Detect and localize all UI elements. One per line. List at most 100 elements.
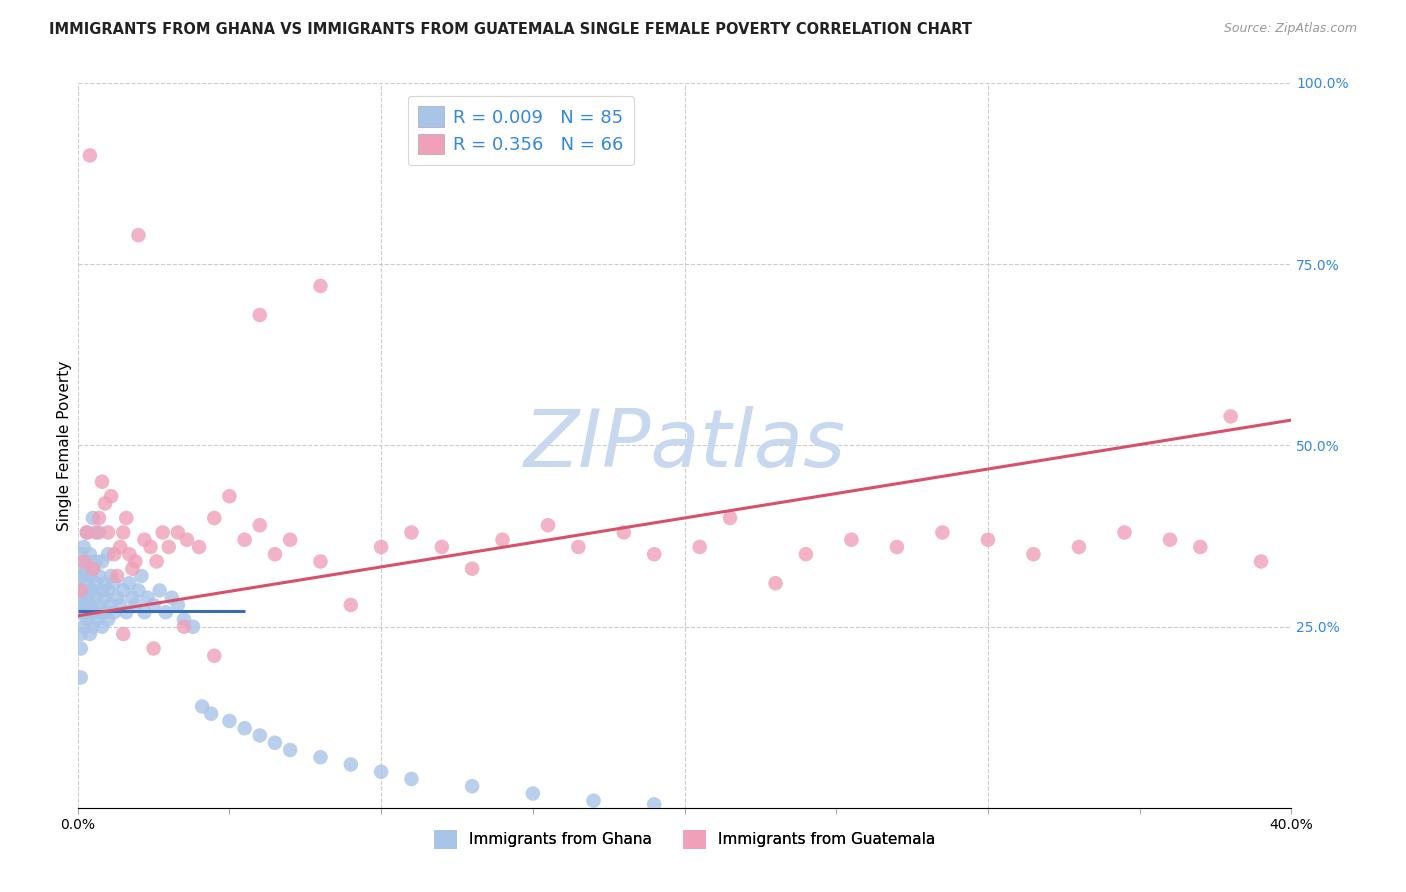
Point: [233, 533, 256, 547]
Point: [91, 475, 114, 489]
Point: [82, 562, 104, 576]
Point: [97, 525, 120, 540]
Point: [131, 569, 153, 583]
Point: [94, 605, 117, 619]
Point: [87, 511, 110, 525]
Point: [76, 525, 98, 540]
Point: [73, 540, 96, 554]
Point: [718, 511, 741, 525]
Point: [537, 518, 560, 533]
Point: [1189, 540, 1212, 554]
Point: [149, 583, 172, 598]
Point: [461, 562, 484, 576]
Point: [249, 518, 271, 533]
Point: [118, 576, 141, 591]
Point: [1219, 409, 1241, 424]
Point: [112, 627, 135, 641]
Point: [886, 540, 908, 554]
Point: [264, 547, 287, 561]
Point: [1250, 554, 1272, 568]
Point: [765, 576, 787, 591]
Point: [309, 750, 332, 764]
Point: [115, 605, 138, 619]
Point: [157, 540, 180, 554]
Point: [79, 148, 101, 162]
Point: [613, 525, 636, 540]
Point: [202, 648, 225, 663]
Point: [73, 598, 96, 612]
Point: [202, 511, 225, 525]
Point: [73, 605, 96, 619]
Point: [142, 598, 165, 612]
Point: [522, 787, 544, 801]
Point: [1067, 540, 1090, 554]
Point: [173, 620, 195, 634]
Point: [370, 540, 392, 554]
Point: [82, 620, 104, 634]
Point: [461, 779, 484, 793]
Point: [73, 583, 96, 598]
Point: [127, 583, 149, 598]
Point: [105, 591, 128, 605]
Point: [84, 576, 107, 591]
Point: [103, 605, 125, 619]
Point: [76, 605, 98, 619]
Point: [94, 591, 117, 605]
Point: [1159, 533, 1181, 547]
Point: [69, 605, 91, 619]
Point: [97, 583, 120, 598]
Point: [173, 612, 195, 626]
Point: [84, 525, 107, 540]
Point: [69, 547, 91, 561]
Point: [76, 554, 98, 568]
Point: [218, 489, 240, 503]
Point: [108, 598, 131, 612]
Point: [249, 308, 271, 322]
Point: [264, 736, 287, 750]
Point: [188, 540, 211, 554]
Point: [142, 641, 165, 656]
Legend: Immigrants from Ghana, Immigrants from Guatemala: Immigrants from Ghana, Immigrants from G…: [427, 824, 941, 855]
Point: [370, 764, 392, 779]
Point: [103, 576, 125, 591]
Point: [118, 547, 141, 561]
Point: [155, 605, 177, 619]
Point: [76, 591, 98, 605]
Point: [401, 525, 423, 540]
Point: [309, 279, 332, 293]
Point: [69, 583, 91, 598]
Point: [794, 547, 817, 561]
Point: [191, 699, 214, 714]
Point: [82, 511, 104, 525]
Point: [181, 620, 204, 634]
Point: [112, 583, 135, 598]
Point: [87, 605, 110, 619]
Point: [100, 489, 122, 503]
Point: [91, 620, 114, 634]
Point: [127, 228, 149, 243]
Point: [491, 533, 513, 547]
Point: [218, 714, 240, 728]
Point: [233, 721, 256, 735]
Point: [166, 598, 188, 612]
Point: [121, 591, 143, 605]
Point: [69, 671, 91, 685]
Point: [278, 743, 301, 757]
Point: [124, 554, 146, 568]
Point: [82, 605, 104, 619]
Point: [97, 547, 120, 561]
Point: [100, 569, 122, 583]
Point: [82, 583, 104, 598]
Point: [87, 569, 110, 583]
Point: [160, 591, 183, 605]
Y-axis label: Single Female Poverty: Single Female Poverty: [58, 360, 72, 531]
Point: [582, 794, 605, 808]
Point: [977, 533, 1000, 547]
Point: [339, 598, 361, 612]
Point: [97, 612, 120, 626]
Point: [76, 576, 98, 591]
Point: [73, 562, 96, 576]
Point: [105, 569, 128, 583]
Point: [79, 569, 101, 583]
Point: [69, 627, 91, 641]
